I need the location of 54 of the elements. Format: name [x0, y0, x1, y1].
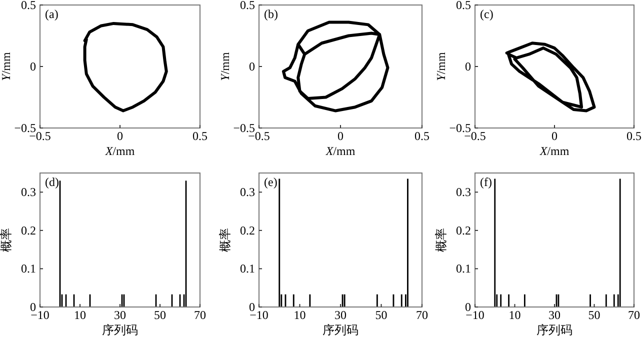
- y-axis-title: 概率: [434, 228, 448, 252]
- y-axis-title: Y/mm: [218, 51, 232, 81]
- x-axis-title: 序列码: [322, 323, 358, 337]
- x-tick-label: 50: [375, 308, 388, 322]
- chart-title: (d): [45, 175, 59, 189]
- x-axis-title: 序列码: [536, 323, 572, 337]
- y-tick-label: 0.5: [21, 0, 36, 12]
- y-tick-label: 0.3: [456, 185, 471, 200]
- x-tick-label: 0: [552, 129, 558, 143]
- x-tick-label: 70: [194, 308, 206, 322]
- x-tick-label: 50: [154, 308, 166, 322]
- y-tick-label: 0: [30, 60, 36, 74]
- x-tick-label: 70: [416, 308, 428, 322]
- x-tick-label: 0.5: [414, 129, 430, 143]
- y-axis-title: 概率: [0, 228, 13, 252]
- y-axis-title: Y/mm: [434, 51, 448, 81]
- x-tick-label: 0.5: [192, 129, 208, 143]
- y-axis-title: 概率: [218, 228, 232, 252]
- x-tick-label: 30: [548, 308, 560, 322]
- x-tick-label: 70: [628, 308, 640, 322]
- y-tick-label: 0.5: [240, 0, 255, 12]
- x-axis-title: X/mm: [324, 144, 356, 158]
- x-tick-label: 10: [508, 308, 521, 322]
- x-tick-label: 50: [588, 308, 600, 322]
- y-tick-label: 0.3: [240, 185, 255, 200]
- x-tick-label: 30: [334, 308, 346, 322]
- chart-title: (c): [480, 7, 494, 21]
- line-series: [282, 20, 390, 112]
- y-tick-label: 0.2: [456, 223, 471, 238]
- line-series: [505, 42, 596, 112]
- y-axis-title: Y/mm: [0, 51, 13, 81]
- y-tick-label: 0.2: [240, 223, 255, 238]
- x-tick-label: 0: [117, 129, 123, 143]
- y-tick-label: 0.2: [21, 223, 36, 238]
- chart-title: (b): [264, 7, 278, 21]
- chart-title: (f): [480, 175, 492, 189]
- x-tick-label: 30: [114, 308, 126, 322]
- y-tick-label: 0.1: [456, 262, 471, 276]
- y-tick-label: 0.1: [21, 262, 36, 276]
- x-tick-label: 10: [74, 308, 86, 322]
- x-axis-title: X/mm: [104, 144, 136, 158]
- x-tick-label: 0.5: [626, 129, 642, 143]
- y-tick-label: 0.5: [456, 0, 471, 12]
- chart-title: (a): [45, 7, 58, 21]
- y-tick-label: 0: [249, 60, 255, 74]
- x-axis-title: X/mm: [538, 144, 570, 158]
- x-axis-title: 序列码: [102, 323, 138, 337]
- y-tick-label: 0.1: [240, 262, 255, 276]
- x-tick-label: 0: [338, 129, 344, 143]
- x-tick-label: 10: [294, 308, 306, 322]
- chart-title: (e): [264, 175, 278, 189]
- line-series: [83, 22, 168, 112]
- y-tick-label: 0.3: [21, 185, 36, 200]
- y-tick-label: 0: [465, 60, 471, 74]
